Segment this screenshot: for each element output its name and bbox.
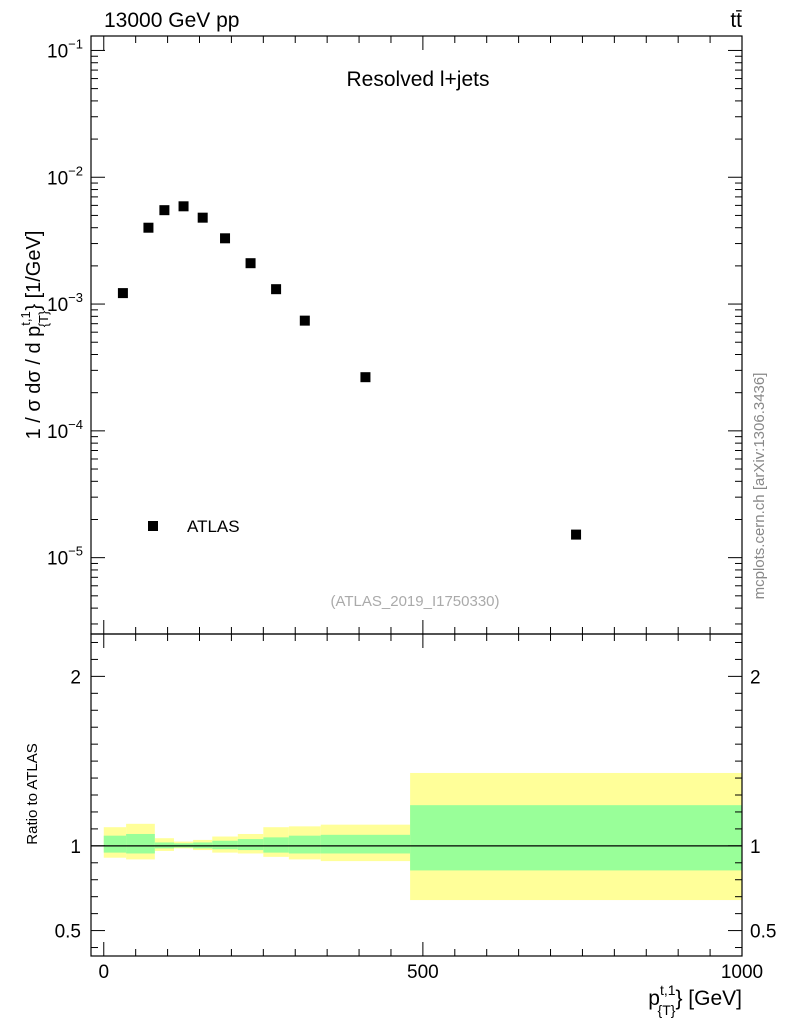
watermark: mcplots.cern.ch [arXiv:1306.3436] xyxy=(751,373,768,600)
chart-title: Resolved l+jets xyxy=(347,68,490,91)
y-tick-label-exponent: −3 xyxy=(68,290,83,305)
y-title-tail: } [1/GeV] xyxy=(23,231,45,311)
ratio-y-axis-title: Ratio to ATLAS xyxy=(24,743,41,844)
main-y-tick-labels: 10−510−410−310−210−1 xyxy=(47,36,83,569)
main-panel: 10−510−410−310−210−1 Resolved l+jets (AT… xyxy=(18,35,743,635)
energy-label: 13000 GeV pp xyxy=(104,9,239,32)
data-point xyxy=(178,201,189,212)
y-tick-label-exponent: −5 xyxy=(68,544,83,559)
x-title-main: p xyxy=(648,987,660,1010)
data-point xyxy=(571,529,582,540)
inner-uncertainty-band xyxy=(103,835,127,853)
y-tick-label: 10−5 xyxy=(47,544,83,570)
y-tick-label-exponent: −1 xyxy=(68,36,83,51)
inner-uncertainty-band xyxy=(212,840,238,850)
ratio-y-tick-label: 0.5 xyxy=(55,922,81,943)
data-point xyxy=(159,205,170,216)
ratio-y-tick-label: 2 xyxy=(70,667,81,688)
data-point xyxy=(245,258,256,269)
main-plot-frame xyxy=(90,35,743,635)
data-point xyxy=(197,212,208,223)
data-point xyxy=(271,284,282,295)
y-tick-label-base: 10 xyxy=(47,549,68,570)
y-tick-label-exponent: −4 xyxy=(68,417,83,432)
x-title-sub: {T} xyxy=(658,1002,676,1018)
x-title-sup: t,1 xyxy=(660,982,676,998)
legend-marker xyxy=(148,521,158,531)
main-ticks xyxy=(91,36,743,634)
inner-uncertainty-band xyxy=(320,834,411,854)
data-point xyxy=(360,372,371,383)
ratio-tick-labels: 0.5 0.5 1 1 2 2 0 500 1000 xyxy=(55,667,777,983)
y-tick-label-base: 10 xyxy=(47,168,68,189)
y-tick-label-base: 10 xyxy=(47,295,68,316)
inner-uncertainty-band xyxy=(126,833,155,854)
x-title-tail: } [GeV] xyxy=(675,987,742,1010)
svg-text:1 / σ dσ / d pt,1{T}} [1/GeV]: 1 / σ dσ / d pt,1 {T}} [1/GeV] xyxy=(18,231,51,440)
ratio-y-tick-label-right: 0.5 xyxy=(750,922,776,943)
analysis-id: (ATLAS_2019_I1750330) xyxy=(330,593,499,610)
x-axis-title: pt,1 {T}} [GeV] xyxy=(648,982,742,1018)
y-title-main: 1 / σ dσ / d p xyxy=(23,326,45,440)
y-tick-label-base: 10 xyxy=(47,422,68,443)
y-title-sup: t,1 xyxy=(18,311,33,325)
data-point xyxy=(117,288,128,299)
ratio-y-tick-label: 1 xyxy=(70,837,81,858)
main-y-axis-title: 1 / σ dσ / d pt,1 {T}} [1/GeV] xyxy=(18,231,51,440)
data-points xyxy=(117,201,582,540)
ratio-y-tick-label-right: 1 xyxy=(750,837,761,858)
ratio-bands xyxy=(103,772,742,901)
y-tick-label: 10−3 xyxy=(47,290,83,316)
y-tick-label: 10−4 xyxy=(47,417,83,443)
inner-uncertainty-band xyxy=(288,835,321,854)
process-label: tt̄ xyxy=(730,9,742,32)
x-tick-label: 500 xyxy=(407,962,439,983)
inner-uncertainty-band xyxy=(237,839,264,851)
y-tick-label-exponent: −2 xyxy=(68,163,83,178)
y-title-sub: {T} xyxy=(36,310,51,327)
data-point xyxy=(143,222,154,233)
y-tick-label: 10−1 xyxy=(47,36,83,62)
x-tick-label: 1000 xyxy=(721,962,763,983)
legend-label: ATLAS xyxy=(187,517,240,536)
data-point xyxy=(299,315,310,326)
data-point xyxy=(220,233,231,244)
ratio-y-tick-label-right: 2 xyxy=(750,667,761,688)
ratio-panel: 0.5 0.5 1 1 2 2 0 500 1000 Ratio to ATLAS pt,1 {T… xyxy=(24,633,777,1018)
inner-uncertainty-band xyxy=(410,805,742,871)
ratio-ticks xyxy=(91,634,743,956)
x-tick-label: 0 xyxy=(98,962,109,983)
y-tick-label-base: 10 xyxy=(47,41,68,62)
inner-uncertainty-band xyxy=(263,837,289,853)
y-tick-label: 10−2 xyxy=(47,163,83,189)
